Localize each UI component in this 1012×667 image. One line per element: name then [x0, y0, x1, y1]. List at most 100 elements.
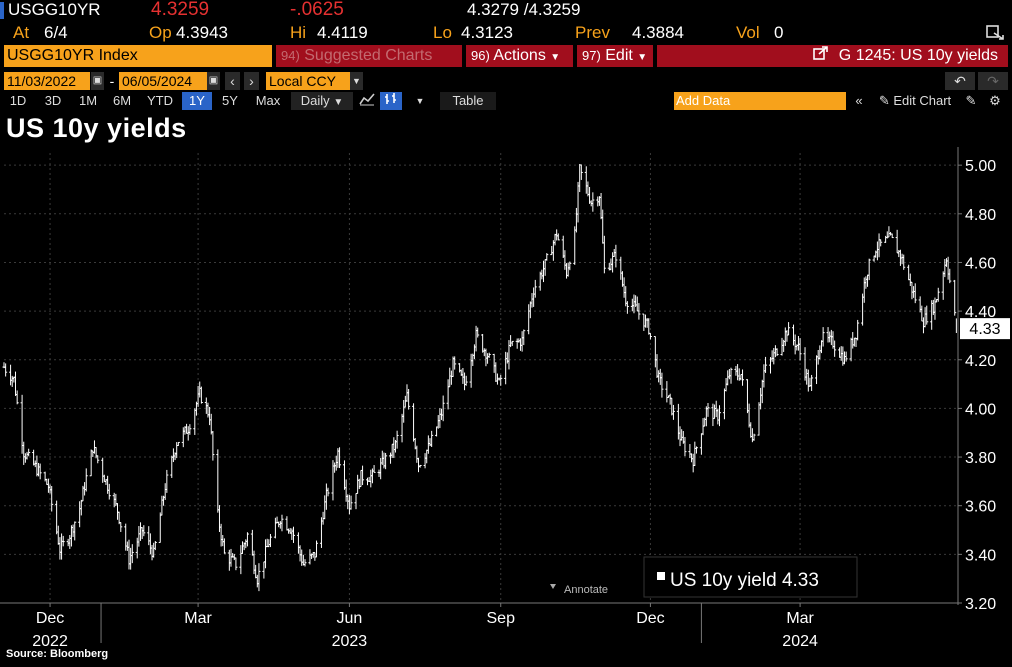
annotate-arrow-icon [550, 584, 556, 589]
currency-select[interactable]: Local CCY [266, 72, 356, 90]
prev-value: 4.3884 [632, 23, 684, 42]
suggested-charts-number: 94) [281, 48, 300, 63]
edit-number: 97) [582, 48, 601, 63]
y-tick-label: 4.60 [965, 255, 996, 272]
y-tick-label: 4.00 [965, 401, 996, 418]
pencil-icon: ✎ [878, 93, 890, 108]
y-tick-label: 3.20 [965, 596, 996, 613]
end-calendar-icon[interactable]: ▣ [207, 72, 220, 90]
actions-number: 96) [471, 48, 490, 63]
end-date-field[interactable]: 06/05/2024 [119, 72, 207, 90]
annotate-button[interactable]: Annotate [550, 584, 608, 596]
suggested-charts-button[interactable]: 94) Suggested Charts [276, 45, 462, 67]
x-tick-label: Mar [786, 610, 814, 627]
start-date-field[interactable]: 11/03/2022 [4, 72, 90, 90]
period-1y[interactable]: 1Y [182, 92, 212, 110]
bar-chart-icon[interactable] [380, 92, 402, 110]
chart-id-bar[interactable]: G 1245: US 10y yields [657, 45, 1008, 67]
source-label: Source: Bloomberg [6, 648, 109, 660]
chart-id-label: G 1245: US 10y yields [838, 47, 998, 65]
x-tick-label: Dec [636, 610, 664, 627]
y-tick-label: 4.80 [965, 207, 996, 224]
high-value: 4.4119 [317, 23, 368, 42]
period-1m[interactable]: 1M [78, 93, 98, 108]
x-tick-label: Dec [36, 610, 64, 627]
period-max[interactable]: Max [255, 93, 281, 108]
undo-icon[interactable]: ↶ [945, 72, 975, 90]
x-axis: Dec Mar Jun Sep Dec Mar 2022 2023 2024 [0, 602, 958, 650]
open-value: 4.3943 [176, 23, 228, 42]
annotate-label: Annotate [564, 584, 608, 596]
chart-plot[interactable]: 3.20 3.40 3.60 3.80 4.00 4.20 4.40 4.60 4.80 5.00… [0, 147, 1012, 667]
x-year-label: 2023 [332, 633, 368, 650]
low-value: 4.3123 [461, 23, 513, 42]
at-label: At [13, 23, 30, 42]
frequency-dropdown-icon: ▼ [333, 97, 344, 108]
net-change: -.0625 [290, 0, 344, 20]
x-year-label: 2024 [782, 633, 818, 650]
x-year-label: 2022 [32, 633, 68, 650]
at-value: 6/4 [44, 23, 68, 42]
redo-icon[interactable]: ↷ [978, 72, 1008, 90]
currency-dropdown-icon[interactable]: ▼ [350, 72, 363, 90]
annotate-tool-icon[interactable]: ✎ [965, 93, 977, 108]
edit-label: Edit [605, 47, 633, 64]
table-button[interactable]: Table [440, 92, 496, 110]
edit-button[interactable]: 97) Edit ▼ [577, 45, 653, 67]
line-chart-icon[interactable] [357, 92, 377, 110]
actions-button[interactable]: 96) Actions ▼ [466, 45, 573, 67]
edit-dropdown-icon: ▼ [637, 52, 648, 63]
range-forward-icon[interactable]: › [244, 72, 259, 90]
settings-gear-icon[interactable]: ⚙ [989, 93, 1001, 108]
period-6m[interactable]: 6M [112, 93, 132, 108]
last-price: 4.3259 [151, 0, 210, 20]
period-3d[interactable]: 3D [44, 93, 62, 108]
x-tick-label: Mar [184, 610, 212, 627]
last-value-tag [960, 318, 1010, 340]
x-tick-label: Jun [337, 610, 363, 627]
period-1d[interactable]: 1D [9, 93, 27, 108]
y-tick-label: 3.60 [965, 499, 996, 516]
y-tick-label: 3.80 [965, 450, 996, 467]
collapse-icon[interactable]: « [855, 93, 863, 108]
security-field[interactable]: USGG10YR Index [4, 45, 272, 67]
chart-title: US 10y yields [6, 113, 187, 143]
external-link-icon [812, 45, 829, 67]
range-back-icon[interactable]: ‹ [225, 72, 240, 90]
chart-grid [4, 153, 958, 604]
popout-icon[interactable] [985, 23, 1005, 46]
period-5y[interactable]: 5Y [222, 93, 238, 108]
actions-dropdown-icon: ▼ [550, 52, 561, 63]
ticker-marker [0, 2, 4, 19]
chart-type-dropdown-icon[interactable]: ▼ [415, 96, 425, 106]
start-calendar-icon[interactable]: ▣ [91, 72, 104, 90]
ticker-label[interactable]: USGG10YR [8, 0, 101, 19]
date-separator: - [109, 73, 115, 89]
actions-label: Actions [493, 47, 546, 64]
y-tick-label: 4.20 [965, 353, 996, 370]
chart-legend: US 10y yield 4.33 [643, 556, 858, 598]
prev-label: Prev [575, 23, 610, 42]
edit-chart-label: Edit Chart [893, 93, 952, 108]
last-value-label: 4.33 [969, 321, 1000, 338]
frequency-select[interactable]: Daily ▼ [291, 92, 353, 110]
y-tick-label: 4.40 [965, 304, 996, 321]
legend-box [643, 556, 858, 598]
legend-text: US 10y yield 4.33 [670, 570, 819, 591]
high-label: Hi [290, 23, 307, 42]
y-tick-label: 3.40 [965, 547, 996, 564]
legend-swatch [657, 572, 665, 580]
y-axis: 3.20 3.40 3.60 3.80 4.00 4.20 4.40 4.60 4.80 5.00… [957, 147, 1010, 613]
edit-chart-button[interactable]: ✎ Edit Chart [872, 92, 958, 110]
open-label: Op [149, 23, 172, 42]
low-label: Lo [433, 23, 452, 42]
frequency-label: Daily [300, 93, 330, 108]
bid-ask: 4.3279 /4.3259 [467, 0, 581, 19]
legend-value: 4.33 [782, 570, 819, 591]
y-tick-label: 5.00 [965, 158, 996, 175]
period-toolbar: 1D 3D 1M 6M YTD 1Y 5Y Max Daily ▼ ▼ Tabl… [0, 92, 1012, 110]
add-data-input[interactable]: Add Data [674, 92, 846, 110]
period-ytd[interactable]: YTD [147, 93, 173, 108]
suggested-charts-label: Suggested Charts [304, 47, 433, 64]
series-us-10y-yield [2, 163, 957, 592]
